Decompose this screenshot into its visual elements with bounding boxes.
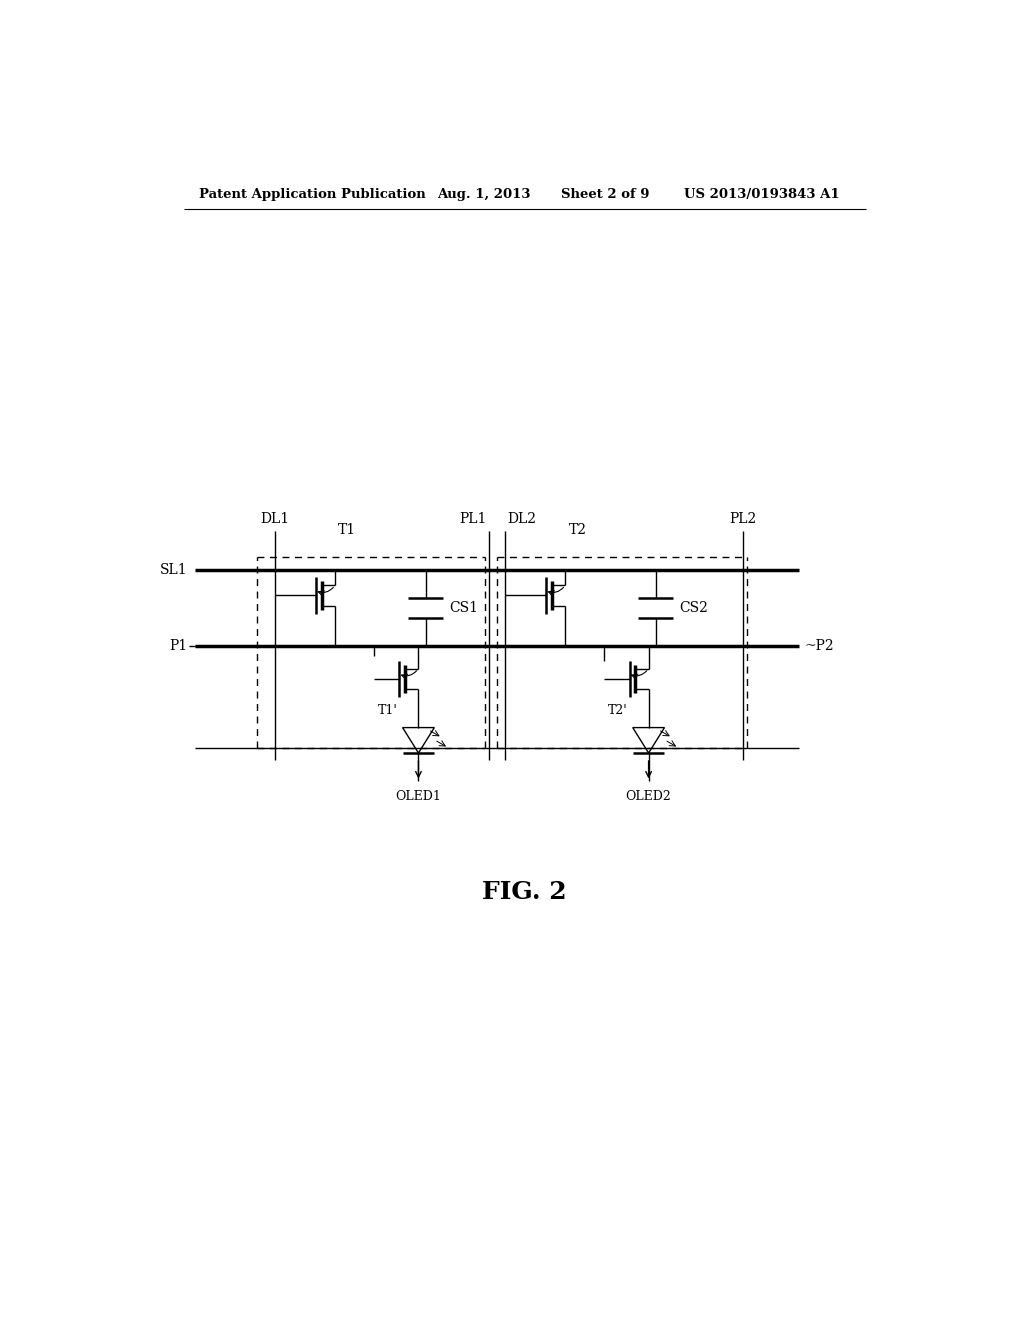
Text: Sheet 2 of 9: Sheet 2 of 9 (560, 189, 649, 202)
Text: T1': T1' (378, 704, 397, 717)
Text: FIG. 2: FIG. 2 (482, 880, 567, 904)
Text: ~P2: ~P2 (805, 639, 835, 653)
Text: US 2013/0193843 A1: US 2013/0193843 A1 (684, 189, 839, 202)
Text: P1: P1 (169, 639, 187, 653)
Text: CS1: CS1 (450, 601, 478, 615)
Text: OLED1: OLED1 (395, 789, 441, 803)
Text: DL2: DL2 (507, 512, 537, 527)
Text: Aug. 1, 2013: Aug. 1, 2013 (437, 189, 531, 202)
Text: CS2: CS2 (680, 601, 709, 615)
Text: Patent Application Publication: Patent Application Publication (200, 189, 426, 202)
Text: PL1: PL1 (460, 512, 486, 527)
Text: T1: T1 (338, 523, 356, 536)
Text: OLED2: OLED2 (626, 789, 672, 803)
Text: PL2: PL2 (729, 512, 757, 527)
Text: T2': T2' (608, 704, 628, 717)
Text: T2: T2 (568, 523, 587, 536)
Text: DL1: DL1 (260, 512, 290, 527)
Text: SL1: SL1 (160, 564, 187, 577)
